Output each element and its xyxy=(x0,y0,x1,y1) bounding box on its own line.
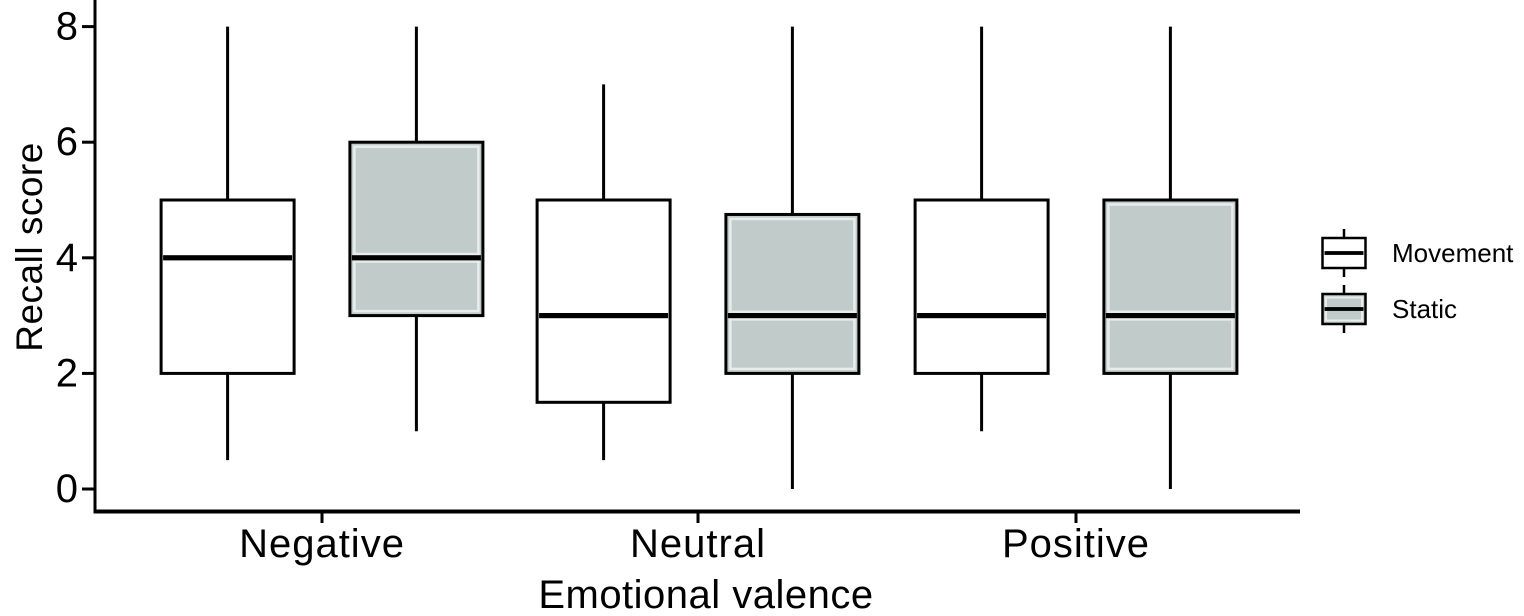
box-negative-static xyxy=(348,140,485,318)
x-tick-label-neutral: Neutral xyxy=(630,522,766,566)
y-tick-label: 6 xyxy=(56,120,78,164)
box-group-negative-static xyxy=(348,26,485,432)
x-tick-label-positive: Positive xyxy=(1002,522,1150,566)
y-tick-label: 4 xyxy=(56,236,78,280)
box-inset-negative-static xyxy=(353,145,480,313)
legend-item-movement: Movement xyxy=(1321,229,1514,277)
x-axis-title: Emotional valence xyxy=(538,573,873,616)
median-positive-static xyxy=(1105,313,1235,319)
box-group-negative-movement xyxy=(159,26,296,461)
legend-glyph-median xyxy=(1324,251,1364,255)
y-axis-title: Recall score xyxy=(9,142,50,352)
box-positive-static xyxy=(1102,198,1239,375)
legend-label-static: Static xyxy=(1392,294,1457,324)
median-negative-static xyxy=(351,255,481,261)
legend-glyph-median xyxy=(1324,307,1364,311)
box-group-positive-movement xyxy=(913,26,1050,432)
median-neutral-movement xyxy=(539,313,669,319)
box-group-neutral-movement xyxy=(535,84,672,461)
box-neutral-movement xyxy=(535,198,672,404)
box-inset-neutral-static xyxy=(729,217,856,371)
y-tick-label: 2 xyxy=(56,351,78,395)
median-positive-movement xyxy=(917,313,1047,319)
median-negative-movement xyxy=(163,255,293,261)
box-group-positive-static xyxy=(1102,26,1239,489)
median-neutral-static xyxy=(727,313,857,319)
y-tick-label: 8 xyxy=(56,5,78,49)
legend-label-movement: Movement xyxy=(1392,238,1514,268)
legend-item-static: Static xyxy=(1321,285,1457,333)
x-tick-label-negative: Negative xyxy=(239,522,405,566)
box-negative-movement xyxy=(159,198,296,375)
box-positive-movement xyxy=(913,198,1050,375)
box-inset-positive-static xyxy=(1107,203,1234,371)
box-group-neutral-static xyxy=(724,26,861,489)
box-neutral-static xyxy=(724,212,861,375)
y-tick-label: 0 xyxy=(56,467,78,511)
